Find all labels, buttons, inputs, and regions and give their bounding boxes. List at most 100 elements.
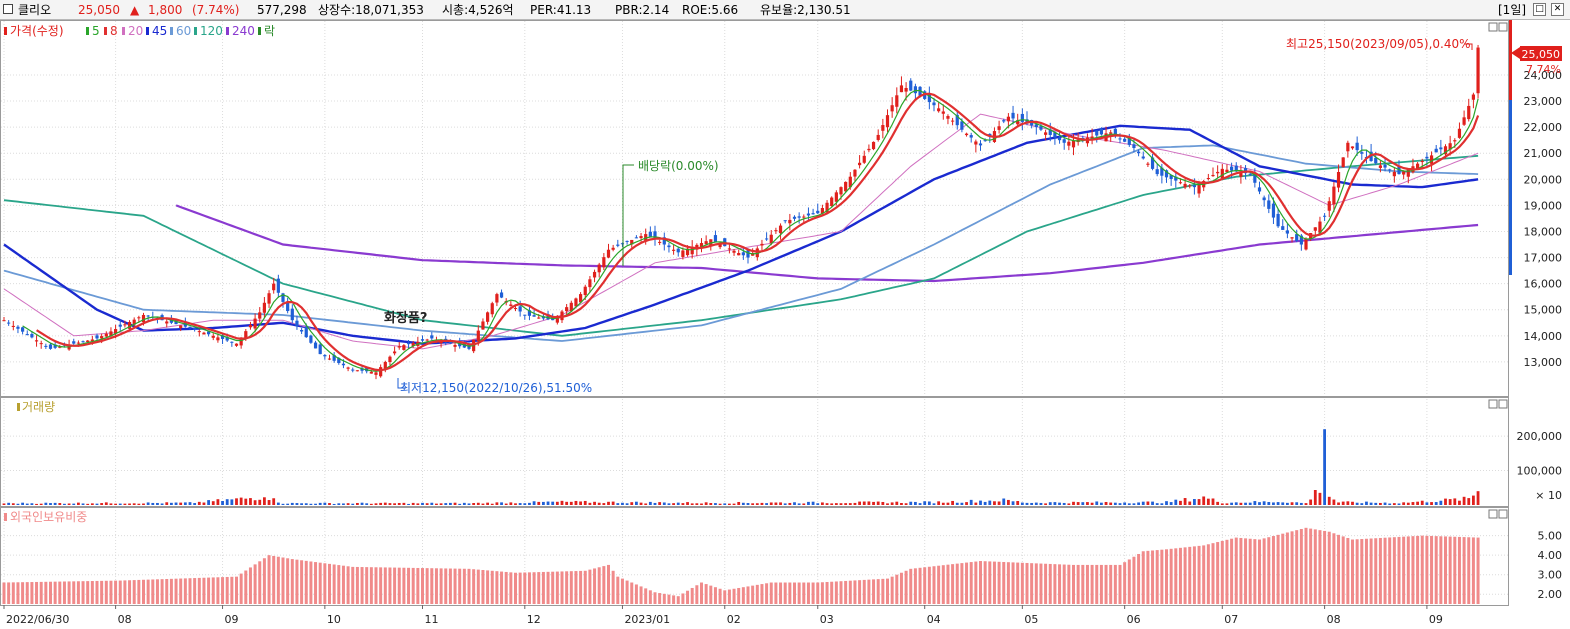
foreign-ratio-bar (1402, 536, 1406, 604)
volume-bar (1197, 499, 1201, 505)
candle-body (871, 141, 876, 150)
foreign-ratio-bar (527, 572, 531, 604)
foreign-ratio-bar (1072, 564, 1075, 604)
volume-bar (597, 502, 601, 505)
foreign-ratio-bar (737, 587, 741, 604)
volume-bar (607, 501, 610, 505)
foreign-ratio-bar (1248, 538, 1252, 604)
volume-bar (346, 503, 350, 505)
foreign-ratio-bar (253, 564, 257, 604)
candle-body (895, 95, 899, 107)
volume-bar (1341, 501, 1345, 505)
foreign-ratio-bar (755, 584, 759, 604)
foreign-ratio-bar (216, 577, 220, 604)
candle-body (313, 342, 318, 349)
volume-bar (983, 501, 987, 505)
candle-body (262, 302, 266, 313)
volume-bar (1039, 502, 1043, 505)
candle-body (1067, 141, 1071, 146)
volume-bar (709, 503, 713, 505)
candle-body (81, 341, 85, 343)
foreign-ratio-bar (1295, 530, 1299, 604)
candle-body (1267, 200, 1271, 209)
foreign-ratio-bar (1369, 538, 1373, 604)
maximize-icon[interactable]: □ (1533, 3, 1546, 16)
foreign-ratio-bar (355, 566, 359, 604)
foreign-ratio-bar (1425, 535, 1429, 604)
ma45-line (3, 124, 1479, 345)
volume-bar (379, 502, 383, 505)
ma5-line (22, 89, 1479, 372)
period-selector[interactable]: [1일] (1498, 3, 1527, 17)
volume-bar (1462, 496, 1466, 505)
volume-bar (890, 502, 894, 505)
foreign-ratio-bar (467, 568, 471, 604)
candle-body (104, 333, 108, 337)
foreign-ratio-bar (1327, 531, 1331, 604)
foreign-ratio-bar (360, 567, 364, 604)
panel-buttons[interactable] (1488, 22, 1508, 519)
foreign-legend: 외국인보유비중 (4, 510, 87, 524)
candle-body (523, 314, 527, 316)
volume-bar (969, 499, 973, 505)
foreign-ratio-bar (146, 579, 150, 604)
volume-bar (1383, 502, 1387, 505)
candle-body (39, 343, 43, 345)
candle-body (1183, 183, 1187, 188)
candle-body (1053, 132, 1057, 138)
volume-bar (700, 503, 703, 505)
candle-body (179, 325, 183, 329)
foreign-ratio-bar (839, 581, 843, 604)
volume-bar (109, 503, 113, 505)
foreign-ratio-bar (1290, 531, 1294, 604)
candle-body (1336, 172, 1341, 188)
volume-bar (1165, 501, 1168, 505)
volume-bar (1169, 502, 1173, 505)
volume-bar (848, 503, 852, 505)
foreign-ratio-bar (1332, 533, 1336, 604)
y-tick-label: 200,000 (1517, 430, 1563, 443)
legend-volume: 거래량 (22, 400, 55, 414)
foreign-ratio-bar (806, 582, 810, 604)
volume-bar (490, 503, 494, 505)
axis-labels: 24,000 23,000 22,000 21,000 20,000 19,000 18,0… (3, 69, 1563, 626)
foreign-ratio-bar (1411, 536, 1415, 604)
volume-bar (1216, 501, 1220, 505)
price-legend: 가격(수정) 5 8 20 45 60 120 240 락 (4, 24, 275, 38)
volume-bar (1434, 502, 1438, 505)
foreign-ratio-bar (90, 581, 94, 604)
volume-bar (662, 502, 666, 505)
candle-body (532, 315, 536, 317)
foreign-ratio-bar (709, 585, 713, 604)
volume-bar (1007, 499, 1010, 505)
checkbox-icon[interactable] (3, 4, 13, 14)
foreign-ratio-bar (523, 572, 527, 604)
volume-bar (295, 503, 299, 505)
foreign-ratio-bar (207, 577, 211, 604)
high-label: 최고25,150(2023/09/05),0.40% (1286, 37, 1471, 51)
foreign-ratio-bar (295, 559, 299, 604)
foreign-ratio-bar (1388, 537, 1392, 604)
foreign-ratio-bar (1355, 539, 1359, 604)
foreign-ratio-bar (1002, 562, 1006, 604)
volume-bar (918, 503, 922, 505)
candle-body (834, 192, 838, 202)
foreign-ratio-bar (67, 581, 71, 604)
candle-body (169, 319, 173, 323)
volume-bar (909, 501, 913, 505)
close-icon[interactable]: ✕ (1551, 3, 1564, 16)
foreign-ratio-bar (188, 578, 192, 604)
volume-bar (1206, 498, 1210, 505)
volume-bar (718, 503, 722, 505)
market-cap: 시총:4,526억 (442, 3, 514, 17)
foreign-ratio-bar (988, 561, 992, 604)
foreign-ratio-bar (1188, 546, 1192, 604)
candle-body (1188, 185, 1192, 187)
candle-body (778, 225, 783, 234)
volume-bar (53, 502, 57, 505)
volume-bar (500, 502, 503, 505)
volume-bar (1281, 502, 1285, 505)
volume-bar (1397, 503, 1401, 505)
candle-body (7, 322, 11, 324)
foreign-ratio-bar (1462, 537, 1466, 604)
